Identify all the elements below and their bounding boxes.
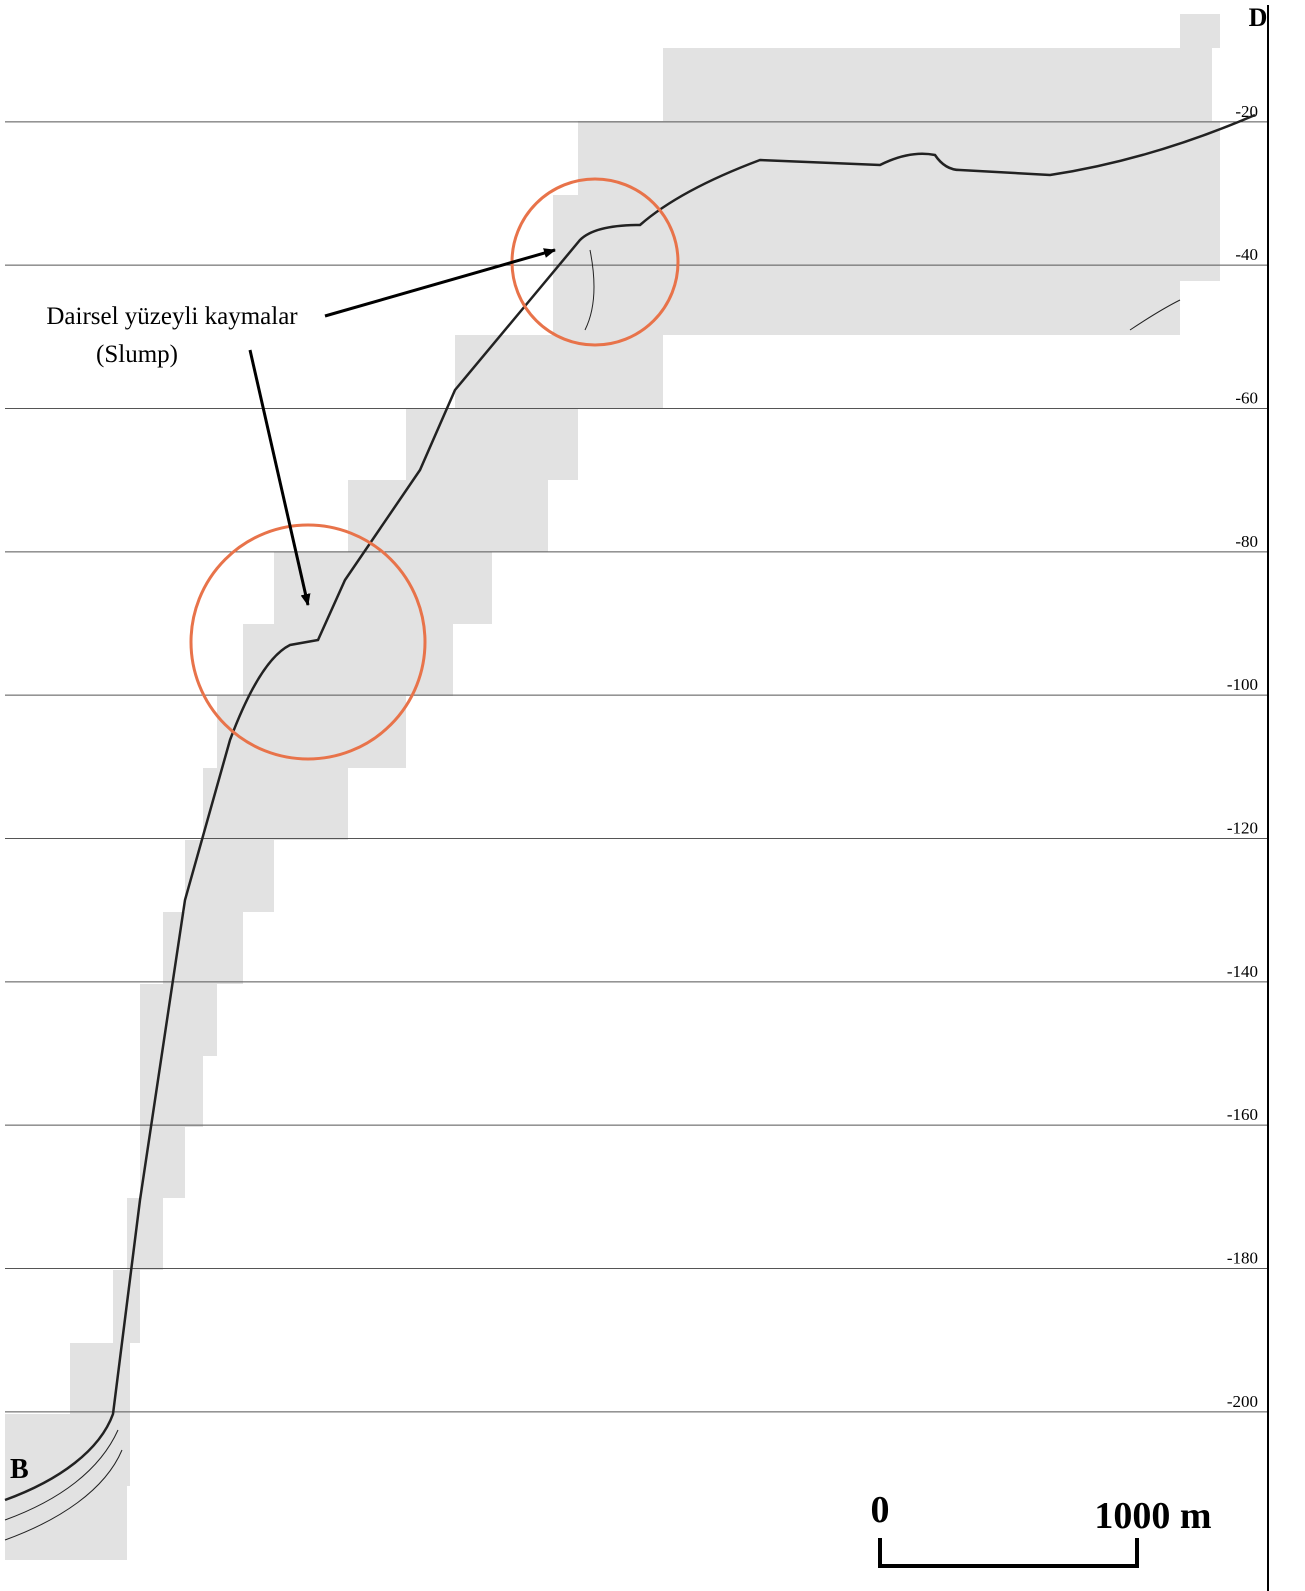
depth-label: -180 <box>1227 1249 1258 1268</box>
arrow <box>325 250 555 316</box>
seismic-profile: -20-40-60-80-100-120-140-160-180-200 D B… <box>0 0 1305 1591</box>
scale-line <box>880 1538 1137 1566</box>
scale-bar: 0 1000 m <box>871 1489 1212 1566</box>
annotation: (Slump) <box>96 341 178 368</box>
scale-end: 1000 m <box>1094 1495 1211 1537</box>
depth-label: -140 <box>1227 962 1258 981</box>
scale-start: 0 <box>871 1489 890 1531</box>
depth-label: -200 <box>1227 1392 1258 1411</box>
annotation: Dairsel yüzeyli kaymalar <box>46 303 298 330</box>
depth-label: -100 <box>1227 675 1258 694</box>
depth-label: -160 <box>1227 1105 1258 1124</box>
depth-label: -40 <box>1235 245 1258 264</box>
depth-label: -60 <box>1235 389 1258 408</box>
depth-label: -120 <box>1227 819 1258 838</box>
seismic-panels <box>5 14 1220 1560</box>
end-label: D <box>1249 3 1268 32</box>
depth-label: -80 <box>1235 532 1258 551</box>
start-label: B <box>10 1454 29 1485</box>
